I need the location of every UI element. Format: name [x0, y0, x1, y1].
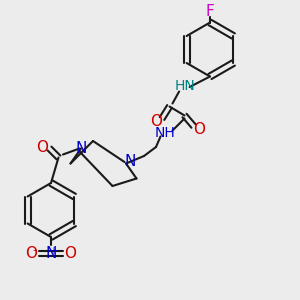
Text: +: +: [50, 246, 57, 256]
Text: -: -: [32, 245, 37, 256]
Text: O: O: [36, 140, 48, 154]
Text: HN: HN: [175, 79, 196, 92]
Text: O: O: [64, 246, 76, 261]
Text: NH: NH: [154, 127, 176, 140]
Text: N: N: [125, 154, 136, 169]
Text: O: O: [194, 122, 206, 136]
Text: F: F: [206, 4, 214, 20]
Text: N: N: [45, 246, 57, 261]
Text: N: N: [75, 141, 87, 156]
Text: O: O: [26, 246, 38, 261]
Text: O: O: [150, 114, 162, 129]
